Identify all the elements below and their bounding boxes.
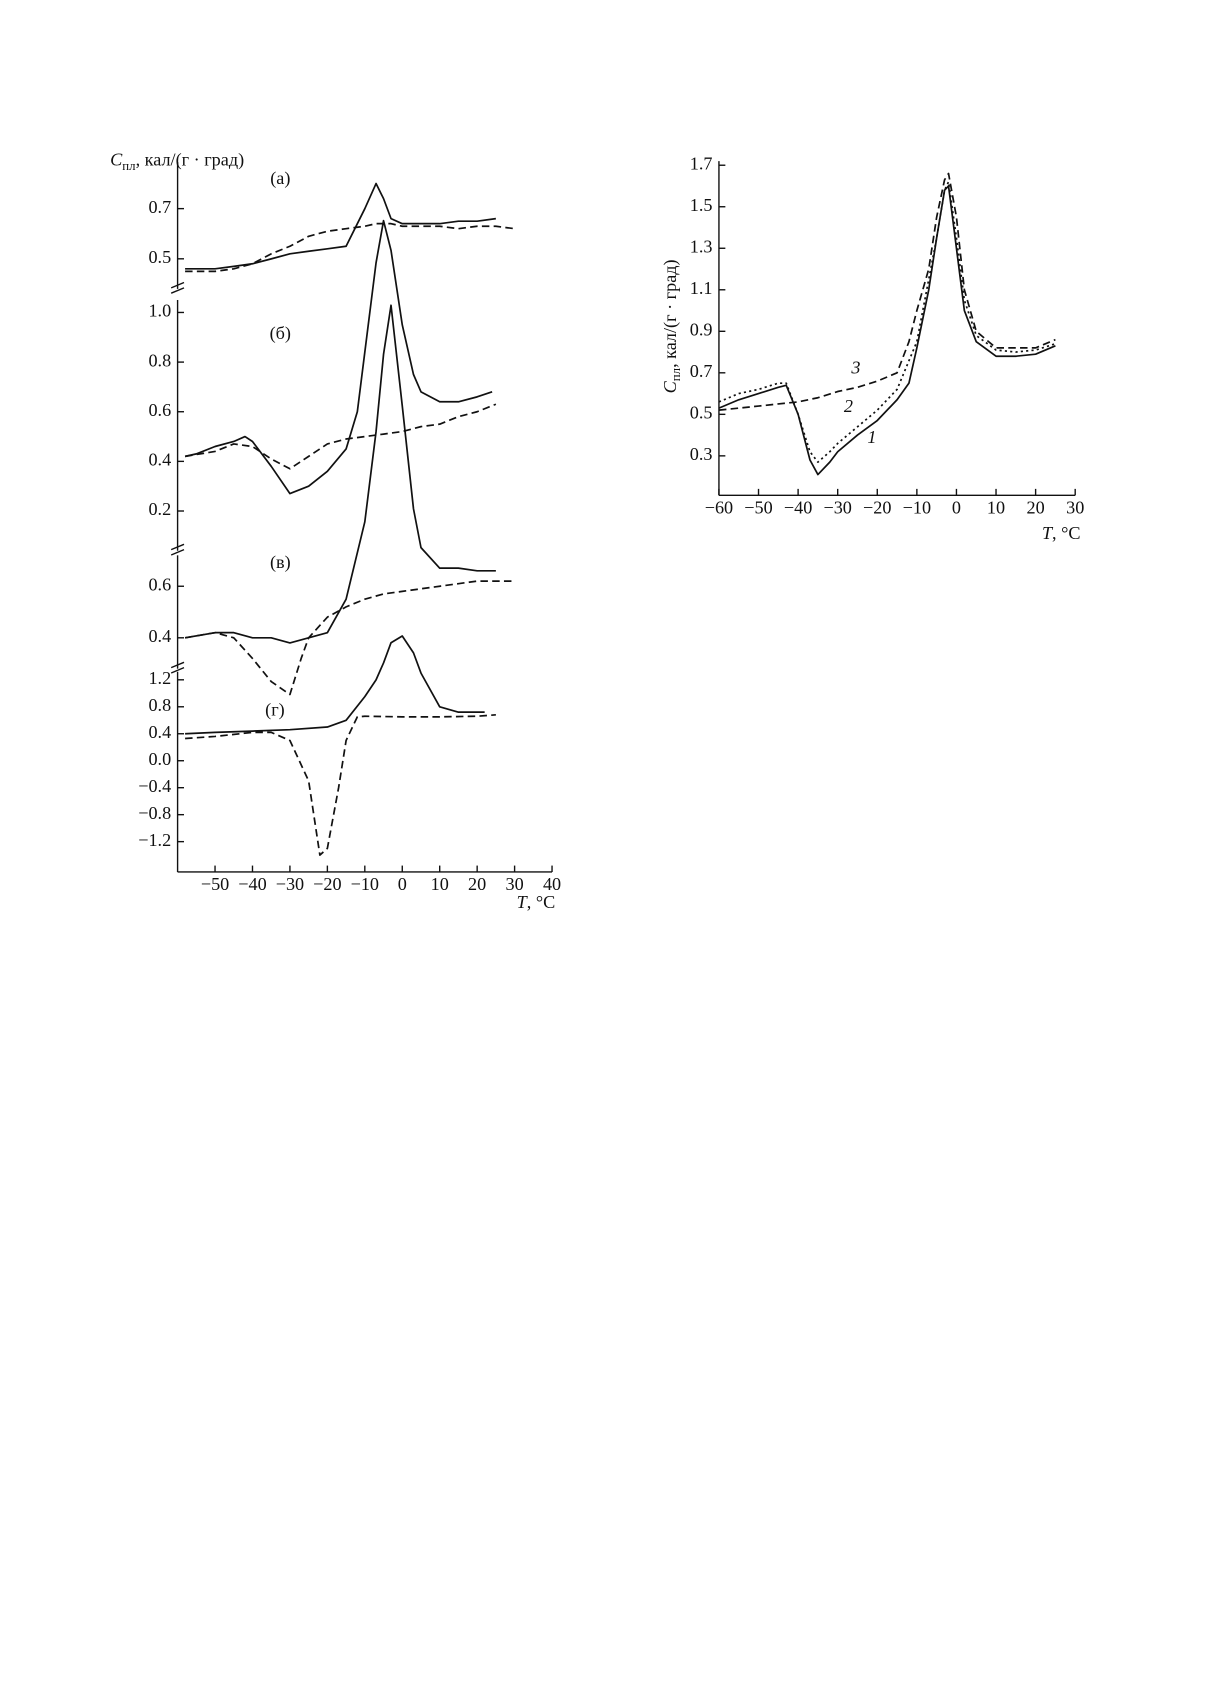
data-line — [185, 713, 496, 856]
x-tick-label: 0 — [398, 874, 407, 894]
data-line — [718, 172, 1056, 411]
axis-label: T, °C — [1042, 523, 1081, 543]
axis-break — [170, 661, 185, 669]
x-tick-label: 30 — [1066, 497, 1084, 517]
y-tick-label: 1.3 — [690, 236, 713, 256]
axis-break — [170, 667, 185, 674]
y-tick-label: 0.2 — [148, 499, 171, 519]
axis-break — [170, 281, 185, 289]
axis-symbol: C — [660, 380, 680, 393]
axis-subscript: пл — [669, 367, 683, 381]
x-tick-label: 10 — [987, 497, 1005, 517]
y-tick-label: −1.2 — [138, 830, 171, 850]
y-tick-label: 0.0 — [148, 749, 171, 769]
x-tick-label: 20 — [1027, 497, 1045, 517]
x-tick-label: −50 — [744, 497, 772, 517]
x-tick-label: −40 — [238, 874, 266, 894]
y-tick-label: 0.5 — [148, 247, 171, 267]
series-label: 2 — [844, 396, 853, 416]
x-tick-label: −10 — [351, 874, 379, 894]
x-tick-label: 0 — [952, 497, 961, 517]
axis-symbol: C — [110, 150, 123, 170]
y-tick-label: 0.8 — [148, 695, 171, 715]
y-tick-label: 1.1 — [690, 278, 713, 298]
data-line — [184, 304, 496, 644]
x-tick-label: −50 — [201, 874, 229, 894]
data-line — [185, 222, 515, 273]
series-label: 3 — [850, 357, 860, 377]
data-line — [185, 635, 485, 735]
y-tick-label: 0.6 — [148, 400, 171, 420]
y-tick-label: 0.7 — [690, 361, 713, 381]
axis-label: Cпл, кал/(г · град) — [110, 150, 244, 173]
axis-unit: , °C — [1052, 523, 1080, 543]
panel-label: (г) — [265, 700, 285, 721]
x-tick-label: −60 — [705, 497, 733, 517]
data-line — [184, 403, 497, 470]
axis-symbol: T — [517, 892, 529, 912]
y-tick-label: 0.3 — [690, 444, 713, 464]
axis-unit: , кал/(г · град) — [136, 150, 245, 171]
y-tick-label: −0.8 — [138, 803, 171, 823]
axis-break — [170, 549, 185, 556]
axis-unit: , кал/(г · град) — [660, 259, 681, 368]
y-tick-label: 1.0 — [148, 301, 171, 321]
panel-label: (а) — [270, 168, 290, 189]
x-tick-label: 30 — [506, 874, 524, 894]
axis-label: T, °C — [517, 892, 556, 912]
x-tick-label: −30 — [276, 874, 304, 894]
axis-subscript: пл — [122, 159, 136, 173]
y-tick-label: 0.4 — [148, 450, 171, 470]
y-tick-label: 0.8 — [148, 350, 171, 370]
x-tick-label: −40 — [784, 497, 812, 517]
y-tick-label: 1.2 — [148, 668, 171, 688]
y-tick-label: 0.4 — [148, 722, 171, 742]
data-line — [184, 219, 493, 495]
axis-label: Cпл, кал/(г · град) — [660, 259, 683, 393]
x-tick-label: −30 — [823, 497, 851, 517]
x-tick-label: −10 — [903, 497, 931, 517]
data-line — [718, 185, 1056, 476]
y-tick-label: 0.4 — [148, 626, 171, 646]
y-tick-label: 1.7 — [690, 153, 713, 173]
y-tick-label: −0.4 — [138, 776, 171, 796]
y-tick-label: 0.6 — [148, 574, 171, 594]
y-tick-label: 0.5 — [690, 403, 713, 423]
x-tick-label: −20 — [863, 497, 891, 517]
x-tick-label: −20 — [313, 874, 341, 894]
x-tick-label: 40 — [543, 874, 561, 894]
axis-break — [170, 287, 185, 294]
y-tick-label: 0.7 — [148, 197, 171, 217]
y-tick-label: 0.9 — [690, 319, 713, 339]
axis-symbol: T — [1042, 523, 1054, 543]
panel-label: (б) — [270, 323, 291, 344]
axis-break — [170, 543, 185, 551]
y-tick-label: 1.5 — [690, 195, 713, 215]
data-line — [184, 580, 515, 696]
series-label: 1 — [867, 427, 876, 447]
axis-unit: , °C — [527, 892, 555, 912]
x-tick-label: 10 — [431, 874, 449, 894]
panel-label: (в) — [270, 552, 291, 573]
x-tick-label: 20 — [468, 874, 486, 894]
